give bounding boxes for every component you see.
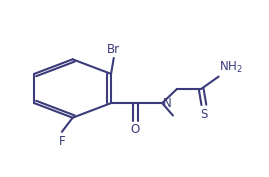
Text: S: S	[200, 108, 208, 121]
Text: N: N	[163, 97, 171, 110]
Text: NH$_2$: NH$_2$	[220, 60, 243, 75]
Text: Br: Br	[107, 43, 120, 56]
Text: O: O	[131, 124, 140, 136]
Text: F: F	[59, 135, 65, 147]
